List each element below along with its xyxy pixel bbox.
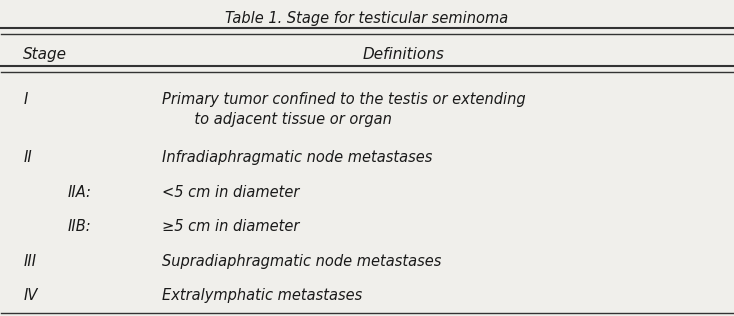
Text: Supradiaphragmatic node metastases: Supradiaphragmatic node metastases [162, 253, 442, 269]
Text: III: III [23, 253, 37, 269]
Text: Stage: Stage [23, 47, 68, 62]
Text: I: I [23, 92, 28, 107]
Text: Extralymphatic metastases: Extralymphatic metastases [162, 288, 363, 303]
Text: <5 cm in diameter: <5 cm in diameter [162, 185, 299, 200]
Text: IV: IV [23, 288, 37, 303]
Text: Table 1. Stage for testicular seminoma: Table 1. Stage for testicular seminoma [225, 11, 509, 26]
Text: II: II [23, 150, 32, 165]
Text: IIA:: IIA: [68, 185, 91, 200]
Text: Primary tumor confined to the testis or extending
       to adjacent tissue or o: Primary tumor confined to the testis or … [162, 92, 526, 127]
Text: ≥5 cm in diameter: ≥5 cm in diameter [162, 219, 299, 234]
Text: IIB:: IIB: [68, 219, 91, 234]
Text: Definitions: Definitions [363, 47, 445, 62]
Text: Infradiaphragmatic node metastases: Infradiaphragmatic node metastases [162, 150, 432, 165]
